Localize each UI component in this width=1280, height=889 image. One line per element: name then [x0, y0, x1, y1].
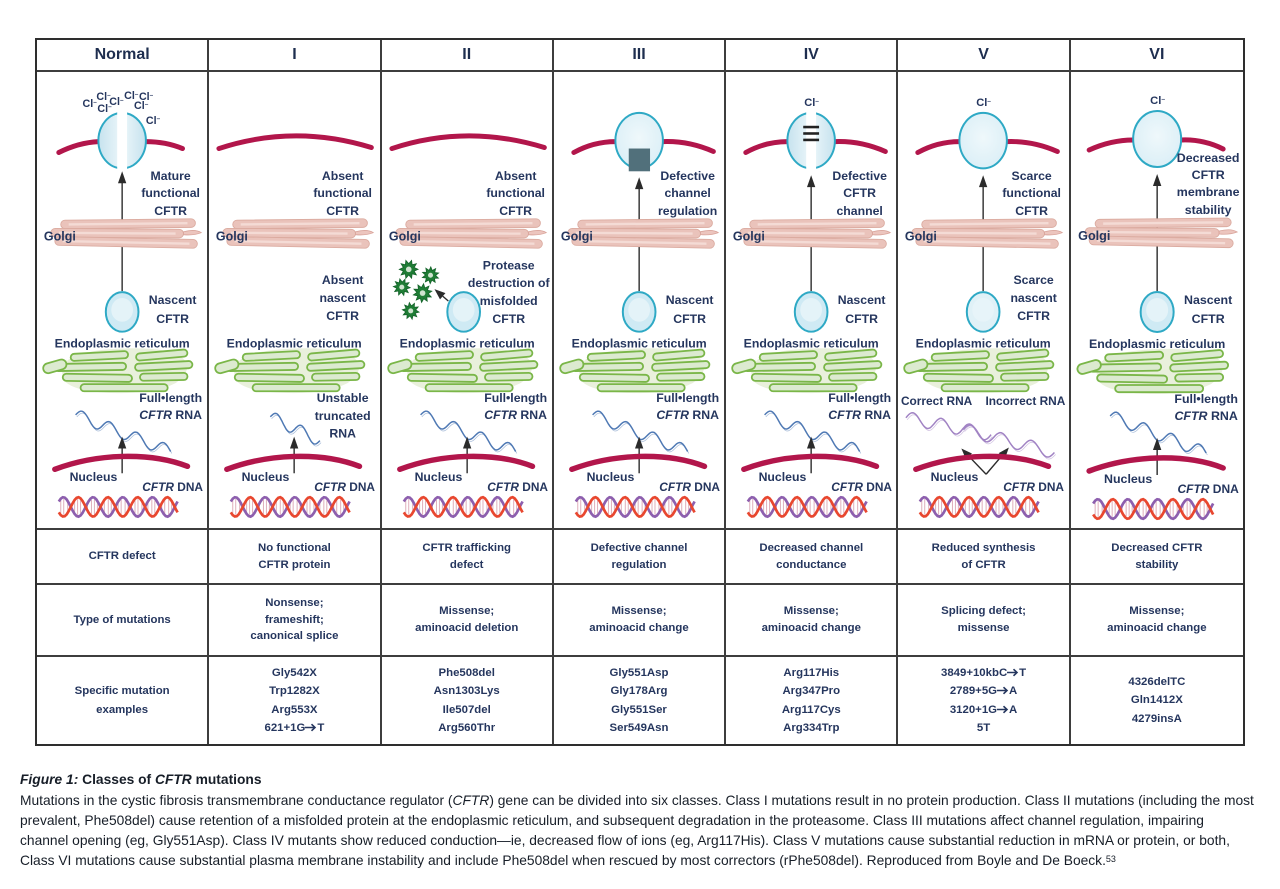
svg-text:CFTR DNA: CFTR DNA	[831, 480, 892, 494]
svg-text:nascent: nascent	[320, 291, 366, 305]
svg-text:functional: functional	[141, 186, 200, 200]
svg-text:Full•length: Full•length	[484, 391, 547, 405]
svg-text:Nucleus: Nucleus	[242, 470, 290, 484]
svg-text:CFTR: CFTR	[1191, 168, 1224, 182]
svg-text:Golgi: Golgi	[905, 230, 937, 244]
svg-text:misfolded: misfolded	[479, 294, 537, 308]
svg-text:Endoplasmic reticulum: Endoplasmic reticulum	[572, 337, 707, 351]
svg-text:Protease: Protease	[482, 258, 534, 272]
svg-text:Scarce: Scarce	[1012, 169, 1052, 183]
svg-text:Golgi: Golgi	[561, 230, 593, 244]
svg-text:Cl–: Cl–	[139, 91, 154, 103]
svg-text:Nascent: Nascent	[838, 293, 886, 307]
svg-text:functional: functional	[486, 186, 545, 200]
svg-text:Endoplasmic reticulum: Endoplasmic reticulum	[1089, 337, 1225, 351]
svg-text:Nascent: Nascent	[149, 293, 197, 307]
svg-text:CFTR DNA: CFTR DNA	[487, 480, 548, 494]
svg-text:CFTR: CFTR	[327, 309, 360, 323]
svg-text:Full•length: Full•length	[828, 391, 891, 405]
svg-text:CFTR: CFTR	[673, 312, 706, 326]
svg-text:functional: functional	[314, 186, 373, 200]
svg-text:CFTR: CFTR	[327, 204, 360, 218]
svg-text:channel: channel	[664, 186, 710, 200]
svg-text:CFTR: CFTR	[1018, 309, 1051, 323]
svg-text:CFTR DNA: CFTR DNA	[1004, 480, 1065, 494]
svg-text:Cl–: Cl–	[83, 98, 98, 110]
svg-text:CFTR: CFTR	[156, 312, 189, 326]
svg-text:Full•length: Full•length	[139, 391, 202, 405]
svg-text:Endoplasmic reticulum: Endoplasmic reticulum	[916, 337, 1051, 351]
svg-text:Decreased: Decreased	[1177, 151, 1240, 165]
svg-text:CFTR: CFTR	[1016, 204, 1049, 218]
svg-text:Cl–: Cl–	[804, 97, 819, 109]
svg-text:CFTR: CFTR	[154, 204, 187, 218]
svg-text:Nascent: Nascent	[666, 293, 714, 307]
svg-text:Endoplasmic reticulum: Endoplasmic reticulum	[227, 337, 362, 351]
svg-text:nascent: nascent	[1011, 291, 1057, 305]
svg-text:Nucleus: Nucleus	[414, 470, 462, 484]
svg-text:Defective: Defective	[833, 169, 888, 183]
svg-text:Nucleus: Nucleus	[586, 470, 634, 484]
svg-text:Incorrect RNA: Incorrect RNA	[986, 394, 1066, 408]
svg-text:CFTR DNA: CFTR DNA	[1177, 482, 1239, 496]
svg-text:destruction of: destruction of	[467, 276, 550, 290]
svg-text:Endoplasmic reticulum: Endoplasmic reticulum	[55, 337, 190, 351]
svg-text:CFTR RNA: CFTR RNA	[484, 408, 547, 422]
svg-text:Absent: Absent	[494, 169, 536, 183]
svg-text:stability: stability	[1184, 203, 1231, 217]
svg-text:CFTR: CFTR	[1191, 312, 1224, 326]
svg-text:Defective: Defective	[660, 169, 715, 183]
svg-text:CFTR RNA: CFTR RNA	[1174, 409, 1237, 423]
svg-text:Endoplasmic reticulum: Endoplasmic reticulum	[744, 337, 879, 351]
svg-text:Golgi: Golgi	[1078, 229, 1110, 243]
svg-text:Nucleus: Nucleus	[931, 470, 979, 484]
svg-text:Nucleus: Nucleus	[70, 470, 118, 484]
svg-text:Cl–: Cl–	[97, 103, 112, 115]
svg-text:Cl–: Cl–	[134, 100, 149, 112]
svg-text:functional: functional	[1003, 186, 1062, 200]
svg-text:Mature: Mature	[151, 169, 191, 183]
svg-text:CFTR RNA: CFTR RNA	[828, 408, 891, 422]
svg-text:Golgi: Golgi	[216, 230, 248, 244]
svg-text:CFTR RNA: CFTR RNA	[656, 408, 719, 422]
svg-text:Absent: Absent	[322, 273, 364, 287]
svg-text:Cl–: Cl–	[96, 91, 111, 103]
svg-text:membrane: membrane	[1177, 185, 1240, 199]
svg-text:channel: channel	[837, 204, 883, 218]
svg-text:Golgi: Golgi	[388, 230, 420, 244]
svg-text:Cl–: Cl–	[977, 97, 992, 109]
svg-text:Nucleus: Nucleus	[1104, 472, 1152, 486]
svg-text:truncated: truncated	[315, 409, 371, 423]
svg-text:Full•length: Full•length	[1174, 392, 1238, 406]
svg-text:CFTR: CFTR	[492, 312, 525, 326]
svg-text:CFTR DNA: CFTR DNA	[315, 480, 376, 494]
svg-text:Absent: Absent	[322, 169, 364, 183]
svg-text:Correct RNA: Correct RNA	[901, 394, 973, 408]
svg-text:CFTR: CFTR	[845, 312, 878, 326]
svg-text:Full•length: Full•length	[656, 391, 719, 405]
svg-text:regulation: regulation	[658, 204, 717, 218]
svg-text:Nascent: Nascent	[1184, 293, 1232, 307]
svg-text:Cl–: Cl–	[1150, 95, 1165, 107]
svg-text:CFTR DNA: CFTR DNA	[659, 480, 720, 494]
svg-text:CFTR: CFTR	[499, 204, 532, 218]
svg-text:CFTR RNA: CFTR RNA	[139, 408, 202, 422]
svg-text:Nucleus: Nucleus	[759, 470, 807, 484]
svg-text:Endoplasmic reticulum: Endoplasmic reticulum	[399, 337, 534, 351]
svg-text:CFTR: CFTR	[843, 186, 876, 200]
svg-text:RNA: RNA	[330, 427, 357, 441]
svg-text:Golgi: Golgi	[44, 230, 76, 244]
svg-text:Unstable: Unstable	[317, 391, 369, 405]
svg-text:CFTR DNA: CFTR DNA	[142, 480, 203, 494]
svg-text:Cl–: Cl–	[146, 115, 161, 127]
svg-text:Scarce: Scarce	[1014, 273, 1054, 287]
svg-text:Golgi: Golgi	[733, 230, 765, 244]
